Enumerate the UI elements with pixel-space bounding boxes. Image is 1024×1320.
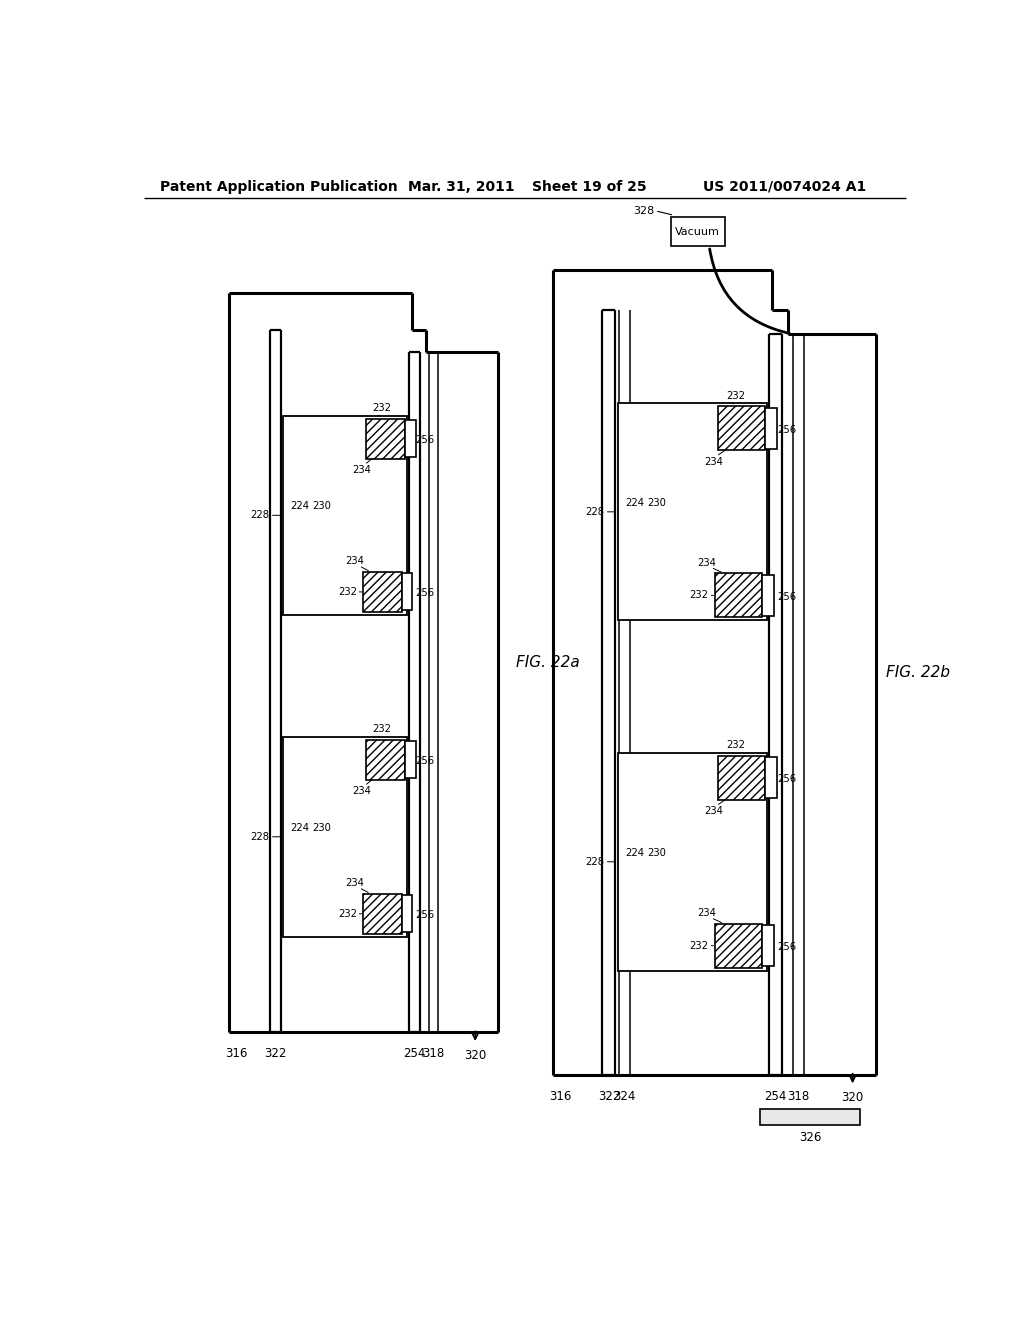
Text: 224: 224 [626,847,644,858]
Bar [765,408,777,449]
Bar [718,407,765,450]
Text: 316: 316 [549,1090,571,1102]
Bar [762,925,774,966]
Bar [402,573,413,610]
Text: 318: 318 [787,1090,810,1102]
Text: 228: 228 [585,507,604,517]
Bar [283,416,407,615]
Bar [718,756,765,800]
Text: 230: 230 [312,822,331,833]
Text: US 2011/0074024 A1: US 2011/0074024 A1 [702,180,866,194]
Text: FIG. 22a: FIG. 22a [515,655,580,671]
Bar [760,1109,860,1125]
Text: 224: 224 [291,822,309,833]
Bar [715,924,762,968]
Text: 232: 232 [726,741,745,750]
Text: 234: 234 [705,807,723,816]
Bar [366,739,406,780]
Text: 228: 228 [250,511,269,520]
Text: 256: 256 [777,942,797,952]
Text: 232: 232 [690,590,709,601]
Text: Mar. 31, 2011: Mar. 31, 2011 [408,180,515,194]
Bar [617,404,767,620]
Bar [715,573,762,618]
Text: 322: 322 [598,1090,621,1102]
Bar [362,572,402,612]
Text: 328: 328 [633,206,654,215]
Text: 224: 224 [291,502,309,511]
Text: 234: 234 [697,557,717,568]
Text: 234: 234 [352,465,372,475]
Bar [617,752,767,970]
Text: 230: 230 [312,502,331,511]
Text: 254: 254 [403,1047,426,1060]
Text: Sheet 19 of 25: Sheet 19 of 25 [531,180,646,194]
Text: 256: 256 [777,775,797,784]
Text: Patent Application Publication: Patent Application Publication [160,180,398,194]
Text: 234: 234 [346,556,365,566]
Text: 322: 322 [264,1047,287,1060]
Text: 254: 254 [764,1090,786,1102]
Text: 256: 256 [416,436,434,445]
Text: 234: 234 [352,787,372,796]
Bar [762,576,774,615]
Text: 228: 228 [250,832,269,842]
Text: 230: 230 [647,847,666,858]
Text: FIG. 22b: FIG. 22b [886,665,950,680]
Text: 232: 232 [372,403,391,413]
Text: 326: 326 [799,1130,821,1143]
Bar [362,894,402,933]
Bar [765,758,777,799]
Text: 256: 256 [416,589,434,598]
Text: 228: 228 [585,857,604,867]
Text: 232: 232 [726,391,745,400]
Text: 234: 234 [346,878,365,888]
Bar [366,418,406,459]
Text: 232: 232 [338,587,356,597]
Text: Vacuum: Vacuum [675,227,720,236]
Text: 230: 230 [647,498,666,508]
Text: 324: 324 [613,1090,636,1102]
Text: 318: 318 [423,1047,444,1060]
Bar [283,737,407,937]
Bar [671,216,725,246]
Text: 256: 256 [777,425,797,434]
Bar [406,420,416,457]
Text: 320: 320 [842,1092,864,1105]
Text: 224: 224 [626,498,644,508]
Text: 256: 256 [416,911,434,920]
Text: 256: 256 [416,756,434,767]
Bar [406,742,416,779]
Text: 234: 234 [697,908,717,917]
Text: 232: 232 [338,908,356,919]
Text: 256: 256 [777,591,797,602]
Text: 234: 234 [705,457,723,467]
Text: 232: 232 [372,723,391,734]
Text: 316: 316 [225,1047,248,1060]
Text: 320: 320 [464,1049,486,1063]
Text: 232: 232 [690,941,709,950]
Bar [402,895,413,932]
